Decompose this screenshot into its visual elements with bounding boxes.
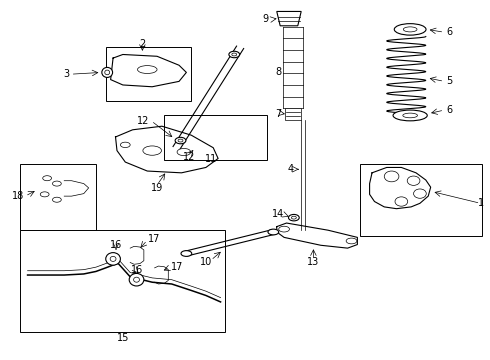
Ellipse shape bbox=[43, 176, 51, 181]
Ellipse shape bbox=[138, 66, 157, 73]
Text: 16: 16 bbox=[131, 265, 144, 275]
Ellipse shape bbox=[105, 70, 110, 75]
Ellipse shape bbox=[52, 197, 61, 202]
Text: 14: 14 bbox=[272, 209, 284, 219]
Ellipse shape bbox=[177, 148, 191, 156]
Text: 6: 6 bbox=[446, 27, 452, 37]
Circle shape bbox=[384, 171, 399, 182]
Bar bbox=[20, 164, 96, 230]
Text: 18: 18 bbox=[12, 191, 24, 201]
Text: 8: 8 bbox=[275, 67, 282, 77]
Ellipse shape bbox=[175, 137, 186, 144]
Text: 17: 17 bbox=[148, 234, 161, 244]
Ellipse shape bbox=[232, 53, 237, 56]
Bar bbox=[285, 108, 301, 120]
Bar bbox=[106, 47, 191, 101]
Ellipse shape bbox=[134, 277, 140, 282]
Text: 16: 16 bbox=[110, 239, 122, 249]
Polygon shape bbox=[277, 12, 301, 26]
Ellipse shape bbox=[229, 51, 240, 58]
Ellipse shape bbox=[110, 256, 116, 261]
Ellipse shape bbox=[346, 238, 357, 244]
Text: 19: 19 bbox=[151, 183, 163, 193]
Text: 10: 10 bbox=[200, 257, 212, 267]
Ellipse shape bbox=[143, 146, 161, 155]
Text: 9: 9 bbox=[262, 14, 269, 24]
Ellipse shape bbox=[393, 110, 427, 121]
Text: 3: 3 bbox=[63, 69, 69, 79]
Ellipse shape bbox=[289, 215, 299, 221]
Ellipse shape bbox=[129, 273, 144, 286]
Text: 13: 13 bbox=[307, 257, 319, 267]
Text: 7: 7 bbox=[275, 109, 282, 119]
Text: 1: 1 bbox=[478, 198, 485, 208]
Text: 6: 6 bbox=[446, 105, 452, 115]
Ellipse shape bbox=[181, 251, 192, 256]
Circle shape bbox=[407, 176, 420, 185]
Ellipse shape bbox=[40, 192, 49, 197]
Ellipse shape bbox=[102, 67, 113, 77]
Text: 5: 5 bbox=[446, 76, 453, 86]
Ellipse shape bbox=[121, 142, 130, 148]
Text: 15: 15 bbox=[117, 333, 129, 343]
Circle shape bbox=[414, 189, 426, 198]
Text: 11: 11 bbox=[205, 154, 217, 164]
Ellipse shape bbox=[292, 216, 296, 219]
Ellipse shape bbox=[268, 229, 279, 235]
Bar bbox=[164, 116, 267, 160]
Text: 2: 2 bbox=[139, 39, 146, 49]
Ellipse shape bbox=[394, 24, 426, 35]
Ellipse shape bbox=[52, 181, 61, 186]
Text: 17: 17 bbox=[171, 262, 183, 272]
Ellipse shape bbox=[403, 27, 417, 32]
Ellipse shape bbox=[106, 253, 121, 265]
Bar bbox=[20, 230, 225, 332]
Bar bbox=[360, 164, 482, 235]
Ellipse shape bbox=[279, 226, 290, 232]
Text: 12: 12 bbox=[183, 152, 195, 162]
Ellipse shape bbox=[178, 139, 183, 142]
Text: 4: 4 bbox=[288, 164, 294, 174]
Text: 12: 12 bbox=[137, 116, 150, 126]
Ellipse shape bbox=[403, 113, 417, 118]
Circle shape bbox=[395, 197, 408, 206]
